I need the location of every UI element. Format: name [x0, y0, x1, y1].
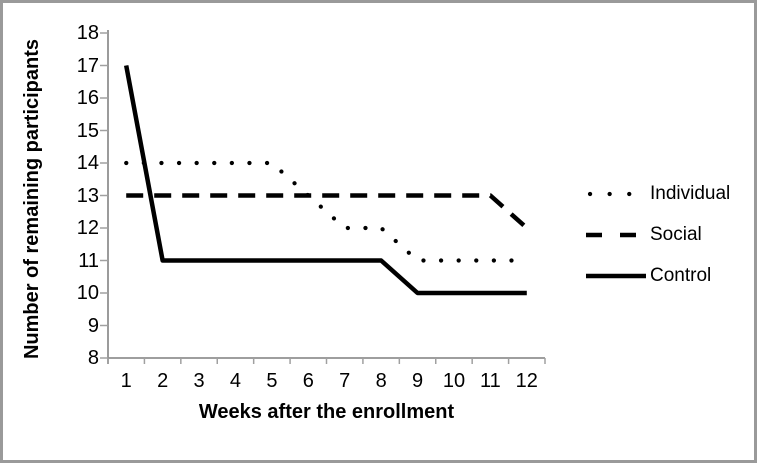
x-tick-label: 2: [157, 370, 169, 392]
series-control: [123, 65, 527, 296]
legend-item-control: Control: [586, 255, 730, 296]
solid-line-icon: [586, 273, 646, 278]
x-tick-label: 4: [229, 370, 242, 392]
x-tick-label: 3: [193, 370, 205, 392]
y-tick-label: 16: [76, 87, 99, 109]
dotted-line-icon: [587, 191, 635, 196]
x-axis-title: Weeks after the enrollment: [198, 401, 455, 423]
legend: Individual Social Control: [586, 173, 730, 296]
y-tick-label: 18: [76, 22, 99, 44]
series-social: [126, 193, 529, 230]
dashed-line-icon: [586, 232, 638, 237]
y-tick-label: 8: [87, 347, 99, 369]
y-tick-label: 9: [87, 314, 99, 337]
x-tick-label: 9: [411, 370, 424, 392]
legend-label: Social: [650, 223, 702, 245]
legend-label: Individual: [650, 182, 731, 204]
plot-area: [100, 30, 546, 364]
y-tick-label: 15: [76, 119, 99, 142]
legend-item-social: Social: [586, 214, 730, 255]
y-tick-label: 14: [76, 152, 99, 174]
x-tick-label: 12: [515, 370, 538, 392]
x-tick-label: 5: [266, 370, 278, 392]
y-tick-label: 11: [78, 249, 99, 272]
y-tick-label: 13: [76, 184, 99, 207]
series-individual: [124, 160, 529, 263]
x-tick-label: 8: [375, 370, 387, 392]
y-tick-label: 10: [76, 282, 99, 304]
legend-label: Control: [650, 264, 712, 286]
x-tick-label: 6: [302, 370, 314, 392]
x-tick-label: 11: [479, 370, 501, 392]
y-tick-label: 12: [76, 217, 99, 239]
x-tick-label: 10: [442, 370, 466, 392]
y-tick-label: 17: [76, 54, 99, 77]
x-tick-label: 1: [120, 370, 132, 392]
x-tick-label: 7: [339, 370, 351, 392]
legend-item-individual: Individual: [586, 173, 730, 214]
